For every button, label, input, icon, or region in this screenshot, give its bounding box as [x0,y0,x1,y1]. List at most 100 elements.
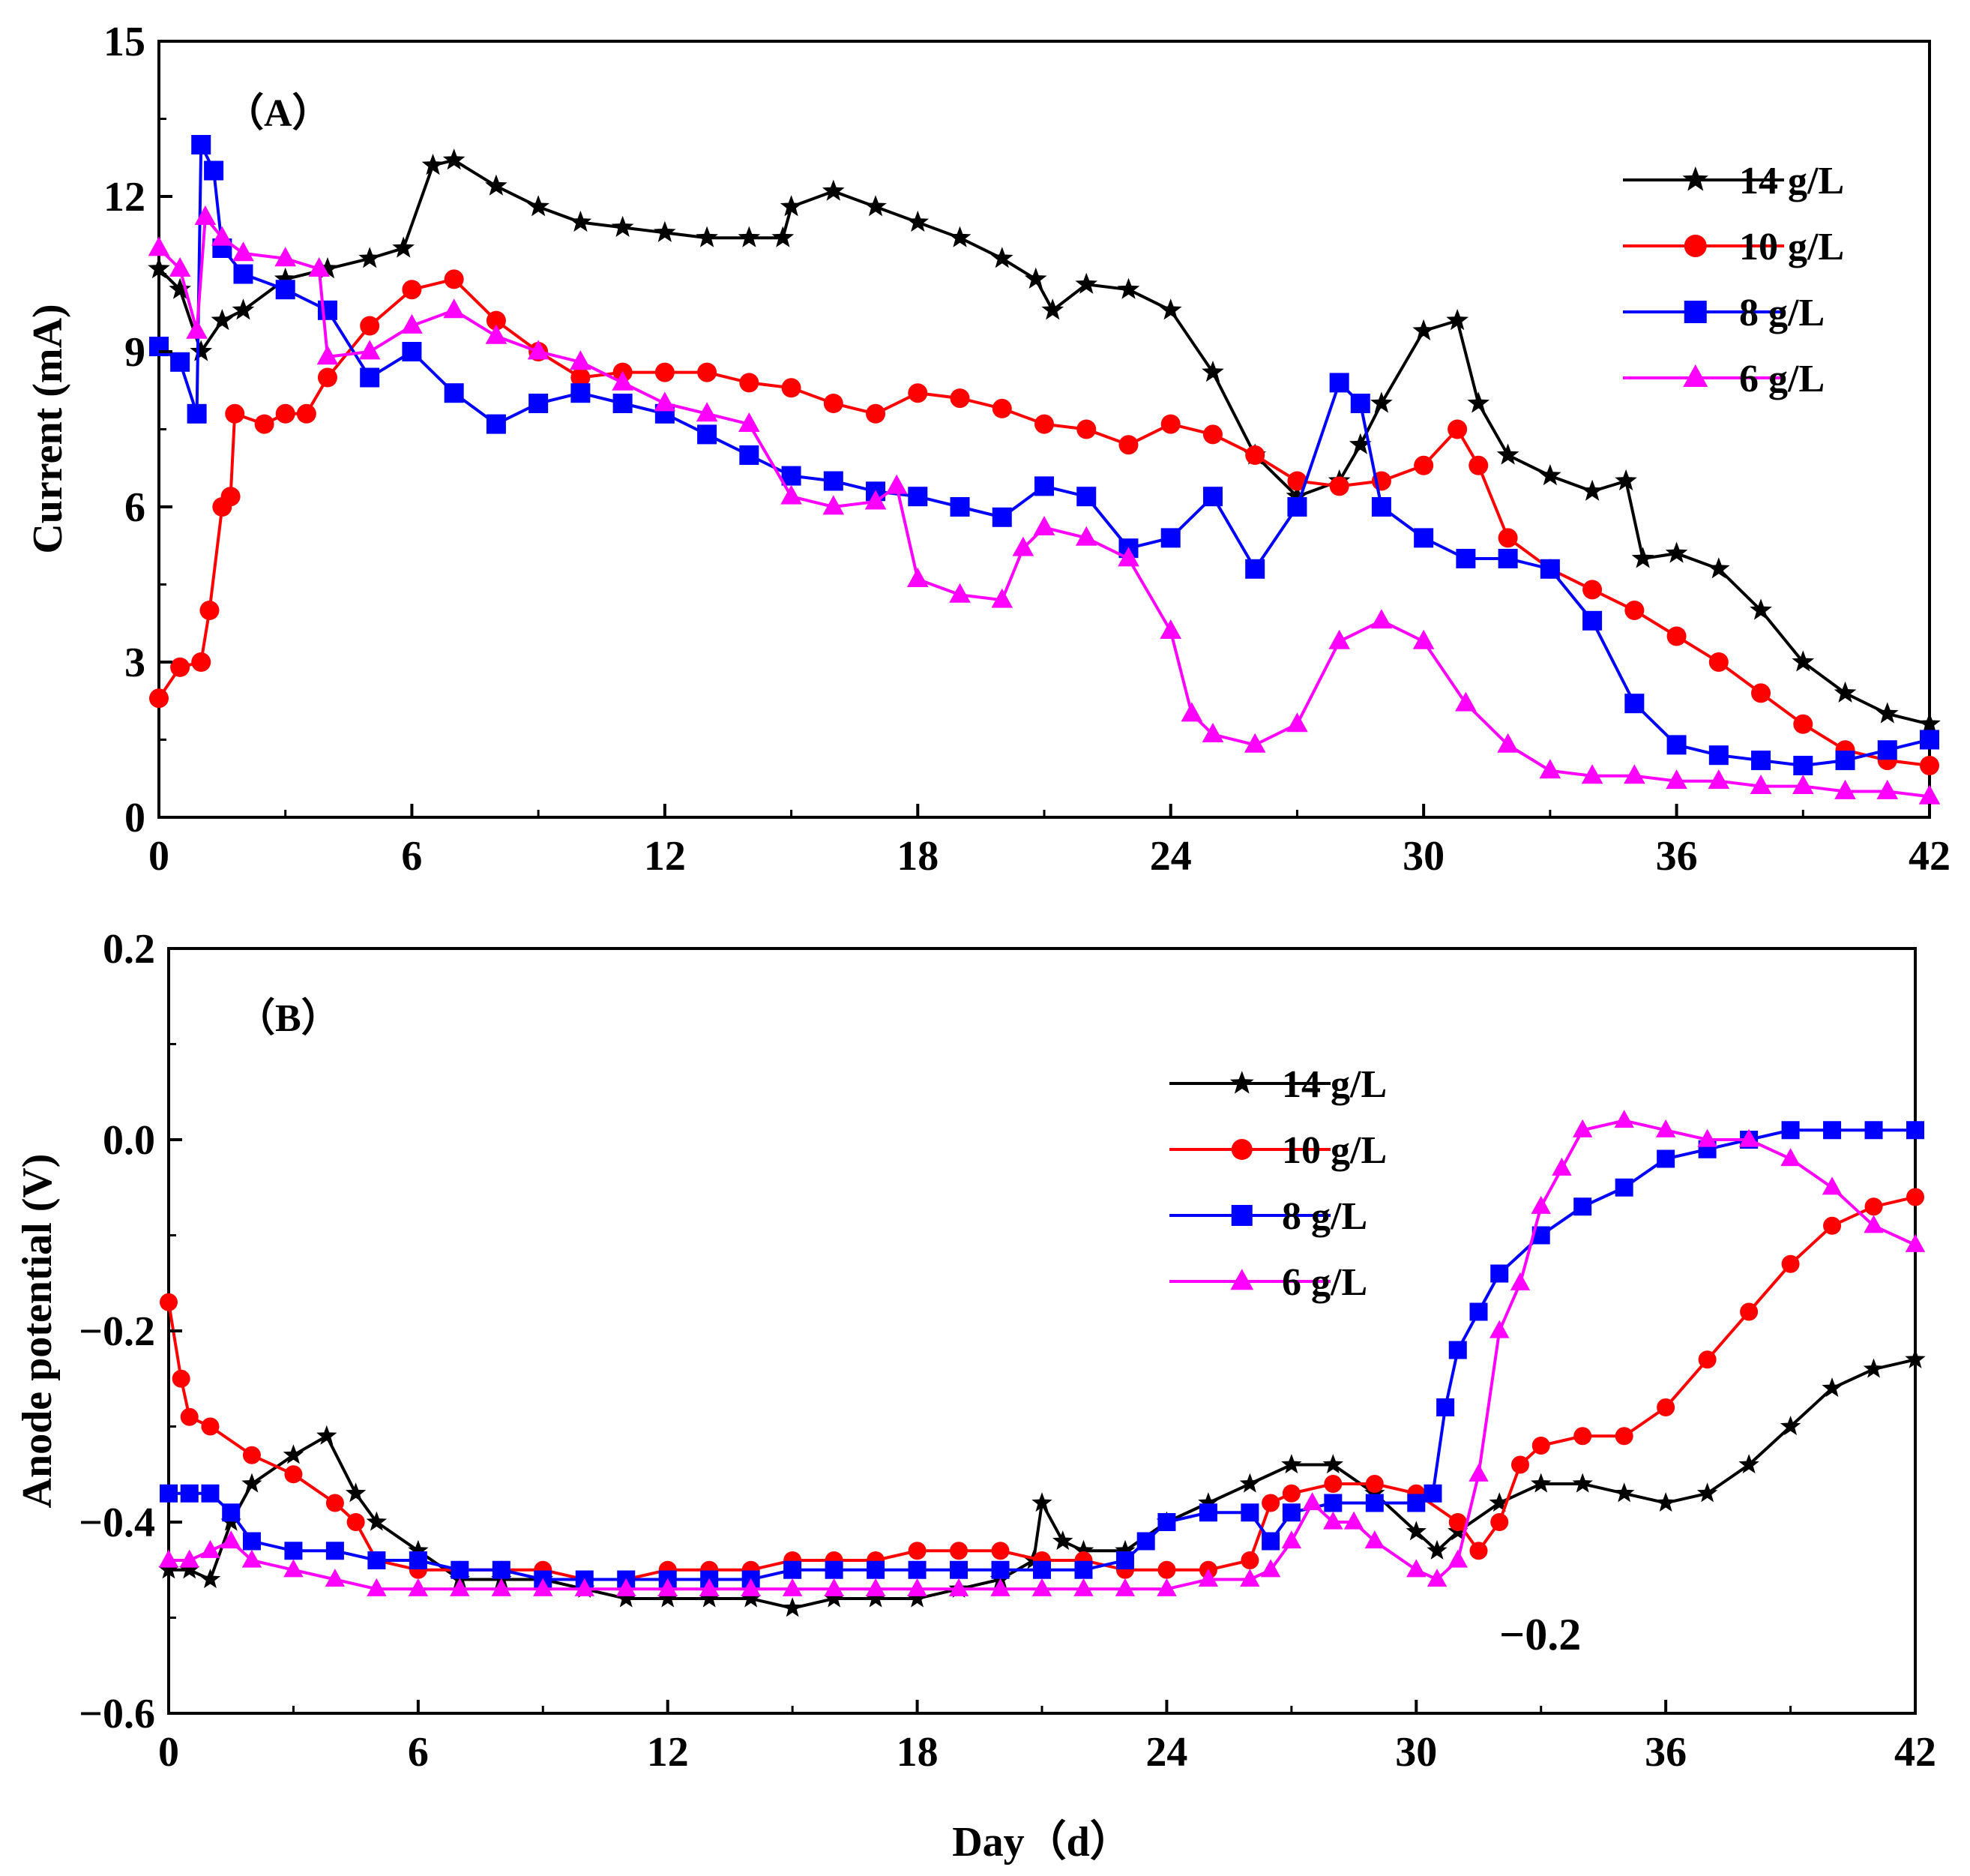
panel-a-data-point [1117,277,1140,299]
panel-b-data-point [908,1560,927,1579]
panel-b-data-point [1033,1560,1051,1579]
panel-a-data-point [1498,528,1518,548]
panel-b-data-point [1863,1358,1885,1378]
panel-a-data-point [1244,733,1266,753]
panel-b-data-point [824,1578,844,1596]
panel-b-data-point [241,1549,262,1568]
panel-b-data-point [1531,1437,1550,1455]
panel-b-data-point [242,1446,261,1464]
panel-a-data-point [1446,309,1469,331]
panel-a-data-point [1118,547,1139,567]
panel-b-data-point [1657,1398,1675,1416]
panel-a-data-point [1708,769,1730,790]
panel-a-data-point [1033,516,1055,535]
panel-b-data-point [1615,1178,1633,1197]
panel-a-data-point [170,352,190,372]
panel-a-data-point [612,370,633,391]
panel-b-data-point [1615,1427,1633,1446]
panel-a-data-point [360,367,380,388]
panel-a-series-6-g-l [148,205,1941,805]
panel-a-data-point [822,179,845,201]
panel-a-data-point [148,257,170,279]
panel-b-data-point [1281,1530,1302,1549]
panel-a-data-point [211,226,233,246]
panel-a-data-point [1287,497,1307,517]
panel-a-legend-marker [1682,166,1708,191]
panel-b-data-point [1302,1492,1322,1511]
panel-b-data-point [574,1578,594,1596]
panel-a-data-point [486,310,506,331]
panel-a-data-point [822,495,845,515]
panel-a-data-point [1750,598,1772,620]
panel-b-data-point [1241,1503,1259,1522]
panel-a-data-point [738,412,760,432]
panel-b-data-point [160,1484,178,1503]
panel-a-data-point [950,388,970,409]
panel-b-data-point [222,1503,241,1522]
panel-a-data-point [823,471,843,491]
panel-a-data-point [697,362,717,382]
panel-a-data-point [1539,759,1561,779]
panel-a-data-point [1245,559,1265,579]
panel-b-x-axis-label: Day（d） [952,1818,1132,1866]
panel-a-data-point [1666,626,1687,646]
panel-a-data-point [1118,435,1139,455]
panel-b-data-point [1738,1128,1759,1147]
panel-b-data-point [179,1559,200,1579]
panel-b-data-point [1427,1539,1448,1560]
panel-a-y-tick-label: 9 [124,329,145,376]
panel-b-data-point [1157,1578,1177,1596]
panel-b-data-point [1157,1560,1176,1579]
panel-b-data-point [325,1494,344,1512]
panel-a-legend-label: 10 g/L [1739,226,1844,268]
panel-b-data-point [1322,1454,1343,1474]
panel-a-data-point [864,490,887,510]
panel-a-data-point [570,350,591,370]
panel-a-data-point [402,342,422,361]
panel-a-series-line [157,144,1930,768]
panel-a-legend: 14 g/L 10 g/L 8 g/L 6 g/L [1623,160,1844,400]
panel-b-series-8-g-l [160,1121,1924,1589]
panel-b-data-point [1531,1195,1551,1214]
panel-a-data-point [1160,528,1181,548]
panel-b-data-point [1260,1559,1281,1578]
panel-a-data-point [402,280,422,300]
panel-a-data-point [1834,779,1856,799]
panel-a-x-tick-label: 36 [1656,833,1698,880]
panel-b-y-axis-label: Anode potential (V) [14,1154,61,1509]
panel-b-legend-item: 10 g/L [1169,1129,1387,1172]
panel-b-data-point [241,1473,262,1493]
panel-a-data-point [1370,391,1393,413]
panel-b-data-point [1698,1350,1717,1369]
panel-b-data-point [1031,1578,1052,1596]
panel-b-data-point [408,1578,429,1596]
panel-b-data-point [1573,1197,1592,1216]
panel-a-data-point [1329,476,1349,496]
panel-a-data-point [991,588,1013,608]
panel-b-data-point [990,1578,1010,1596]
panel-a-data-point [1350,394,1370,413]
panel-b-data-point [741,1587,762,1608]
panel-a-data-point [1202,424,1223,445]
panel-a-data-point [1041,298,1064,320]
panel-a-y-tick-label: 3 [124,640,145,686]
panel-a-x-tick-label: 6 [401,833,422,880]
panel-b-data-point [1510,1272,1531,1290]
panel-b-data-point [616,1578,636,1596]
panel-a-data-point [1160,414,1181,434]
panel-a-data-point [358,247,381,268]
panel-b-data-point [1199,1503,1217,1522]
panel-b-data-point [1115,1551,1134,1569]
panel-a-data-point [232,298,255,320]
panel-a-data-point [233,264,253,284]
panel-b-legend-marker [1230,1269,1254,1290]
panel-b-data-point [1343,1511,1364,1530]
panel-b-y-tick-label: −0.6 [79,1691,155,1737]
panel-b-data-point [1469,1542,1488,1560]
panel-b-data-point [158,1559,179,1579]
panel-b-x-tick-label: 12 [647,1729,689,1776]
panel-b-data-point [221,1530,241,1549]
panel-a-data-point [570,367,591,388]
panel-b-data-point [1906,1121,1924,1140]
